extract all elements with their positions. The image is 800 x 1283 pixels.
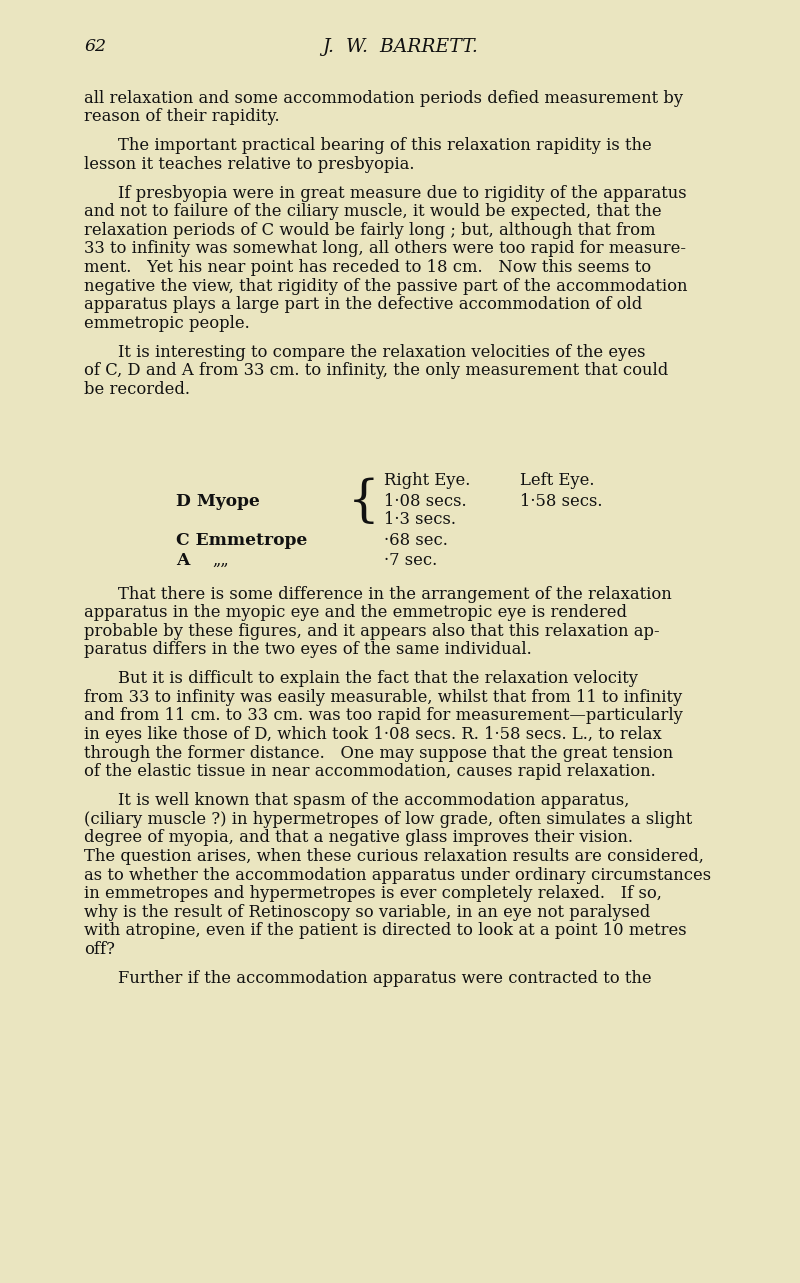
Text: (ciliary muscle ?) in hypermetropes of low grade, often simulates a slight: (ciliary muscle ?) in hypermetropes of l… xyxy=(84,811,692,828)
Text: 1·58 secs.: 1·58 secs. xyxy=(520,494,602,511)
Text: off?: off? xyxy=(84,940,115,958)
Text: and from 11 cm. to 33 cm. was too rapid for measurement—particularly: and from 11 cm. to 33 cm. was too rapid … xyxy=(84,707,683,725)
Text: apparatus in the myopic eye and the emmetropic eye is rendered: apparatus in the myopic eye and the emme… xyxy=(84,604,627,621)
Text: ment.   Yet his near point has receded to 18 cm.   Now this seems to: ment. Yet his near point has receded to … xyxy=(84,259,651,276)
Text: through the former distance.   One may suppose that the great tension: through the former distance. One may sup… xyxy=(84,744,673,762)
Text: It is interesting to compare the relaxation velocities of the eyes: It is interesting to compare the relaxat… xyxy=(118,344,646,361)
Text: 1·08 secs.: 1·08 secs. xyxy=(384,493,466,509)
Text: The important practical bearing of this relaxation rapidity is the: The important practical bearing of this … xyxy=(118,137,652,154)
Text: ·68 sec.: ·68 sec. xyxy=(384,531,448,549)
Text: of the elastic tissue in near accommodation, causes rapid relaxation.: of the elastic tissue in near accommodat… xyxy=(84,763,656,780)
Text: paratus differs in the two eyes of the same individual.: paratus differs in the two eyes of the s… xyxy=(84,642,532,658)
Text: apparatus plays a large part in the defective accommodation of old: apparatus plays a large part in the defe… xyxy=(84,296,642,313)
Text: „„: „„ xyxy=(212,552,229,570)
Text: Further if the accommodation apparatus were contracted to the: Further if the accommodation apparatus w… xyxy=(118,970,652,987)
Text: of C, D and A from 33 cm. to infinity, the only measurement that could: of C, D and A from 33 cm. to infinity, t… xyxy=(84,362,668,380)
Text: relaxation periods of C would be fairly long ; but, although that from: relaxation periods of C would be fairly … xyxy=(84,222,655,239)
Text: But it is difficult to explain the fact that the relaxation velocity: But it is difficult to explain the fact … xyxy=(118,670,638,688)
Text: reason of their rapidity.: reason of their rapidity. xyxy=(84,109,280,126)
Text: as to whether the accommodation apparatus under ordinary circumstances: as to whether the accommodation apparatu… xyxy=(84,866,711,884)
Text: Right Eye.: Right Eye. xyxy=(384,472,470,489)
Text: J.  W.  BARRETT.: J. W. BARRETT. xyxy=(322,38,478,56)
Text: 33 to infinity was somewhat long, all others were too rapid for measure-: 33 to infinity was somewhat long, all ot… xyxy=(84,240,686,258)
Text: A: A xyxy=(176,552,190,570)
Text: all relaxation and some accommodation periods defied measurement by: all relaxation and some accommodation pe… xyxy=(84,90,683,106)
Text: degree of myopia, and that a negative glass improves their vision.: degree of myopia, and that a negative gl… xyxy=(84,829,633,847)
Text: ·7 sec.: ·7 sec. xyxy=(384,552,438,570)
Text: in emmetropes and hypermetropes is ever completely relaxed.   If so,: in emmetropes and hypermetropes is ever … xyxy=(84,885,662,902)
Text: emmetropic people.: emmetropic people. xyxy=(84,314,250,332)
Text: C Emmetrope: C Emmetrope xyxy=(176,531,307,549)
Text: why is the result of Retinoscopy so variable, in an eye not paralysed: why is the result of Retinoscopy so vari… xyxy=(84,903,650,921)
Text: {: { xyxy=(348,477,380,526)
Text: negative the view, that rigidity of the passive part of the accommodation: negative the view, that rigidity of the … xyxy=(84,277,687,295)
Text: 1·3 secs.: 1·3 secs. xyxy=(384,511,456,529)
Text: lesson it teaches relative to presbyopia.: lesson it teaches relative to presbyopia… xyxy=(84,155,414,173)
Text: The question arises, when these curious relaxation results are considered,: The question arises, when these curious … xyxy=(84,848,704,865)
Text: in eyes like those of D, which took 1·08 secs. R. 1·58 secs. L., to relax: in eyes like those of D, which took 1·08… xyxy=(84,726,662,743)
Text: be recorded.: be recorded. xyxy=(84,381,190,398)
Text: That there is some difference in the arrangement of the relaxation: That there is some difference in the arr… xyxy=(118,585,672,603)
Text: 62: 62 xyxy=(84,38,106,55)
Text: probable by these figures, and it appears also that this relaxation ap-: probable by these figures, and it appear… xyxy=(84,622,660,640)
Text: It is well known that spasm of the accommodation apparatus,: It is well known that spasm of the accom… xyxy=(118,792,630,810)
Text: and not to failure of the ciliary muscle, it would be expected, that the: and not to failure of the ciliary muscle… xyxy=(84,203,662,221)
Text: with atropine, even if the patient is directed to look at a point 10 metres: with atropine, even if the patient is di… xyxy=(84,922,686,939)
Text: D Myope: D Myope xyxy=(176,494,260,511)
Text: from 33 to infinity was easily measurable, whilst that from 11 to infinity: from 33 to infinity was easily measurabl… xyxy=(84,689,682,706)
Text: Left Eye.: Left Eye. xyxy=(520,472,594,489)
Text: If presbyopia were in great measure due to rigidity of the apparatus: If presbyopia were in great measure due … xyxy=(118,185,687,201)
